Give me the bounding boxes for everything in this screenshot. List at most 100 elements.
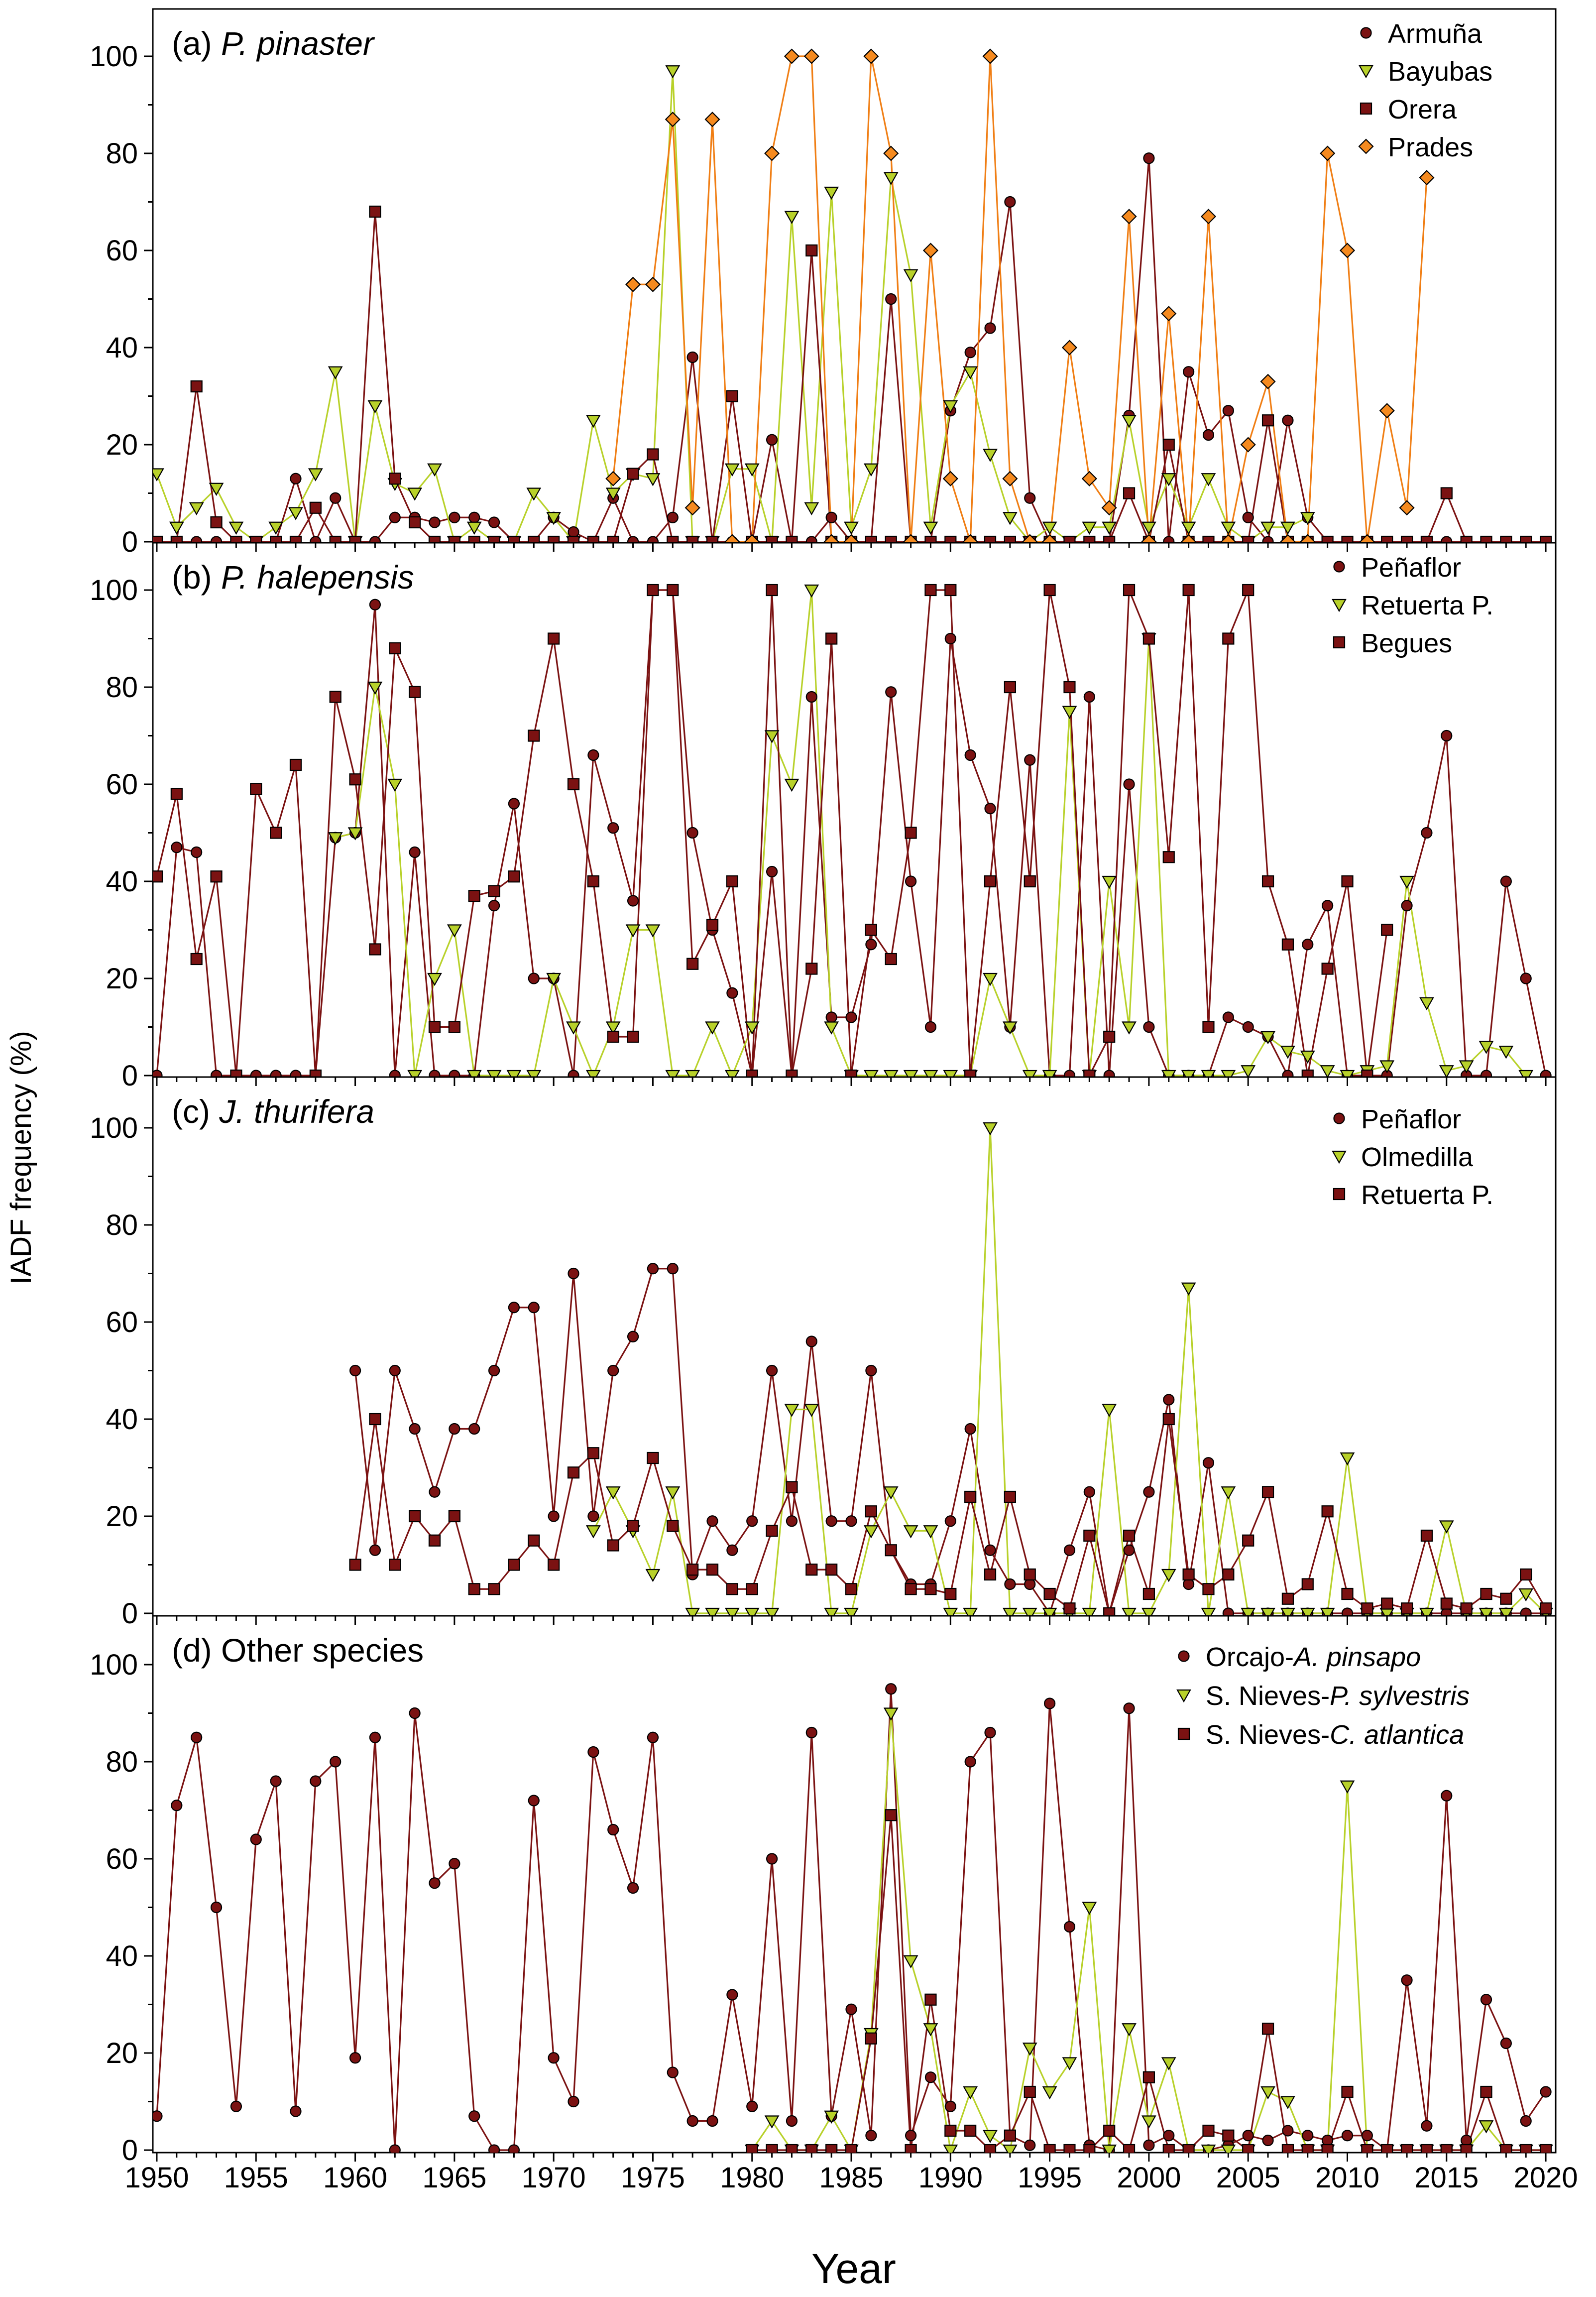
data-point-d-2 bbox=[1004, 2129, 1016, 2142]
data-point-c-2 bbox=[885, 1544, 897, 1557]
data-point-d-2 bbox=[766, 2144, 778, 2153]
data-point-c-1 bbox=[883, 1486, 899, 1500]
data-point-c-2 bbox=[1321, 1505, 1334, 1518]
data-point-c-1 bbox=[1241, 1607, 1256, 1616]
legend-marker-b-1 bbox=[1332, 599, 1347, 612]
data-point-b-2 bbox=[1182, 584, 1195, 597]
y-tick-label: 60 bbox=[106, 1843, 138, 1875]
data-point-a-2 bbox=[230, 535, 242, 543]
data-point-a-2 bbox=[885, 535, 897, 543]
data-point-b-2 bbox=[1063, 681, 1076, 694]
data-point-b-1 bbox=[1003, 1021, 1018, 1035]
data-point-a-3 bbox=[1061, 340, 1078, 356]
data-point-a-3 bbox=[625, 276, 641, 292]
data-point-a-2 bbox=[984, 535, 997, 543]
data-point-d-0 bbox=[845, 2003, 857, 2015]
data-point-b-2 bbox=[567, 778, 580, 791]
data-point-c-0 bbox=[528, 1302, 540, 1314]
data-point-c-0 bbox=[706, 1515, 718, 1527]
data-point-d-0 bbox=[627, 1882, 639, 1894]
data-point-a-3 bbox=[744, 534, 760, 543]
data-point-a-1 bbox=[228, 521, 244, 535]
data-point-d-0 bbox=[944, 2100, 956, 2112]
data-point-b-0 bbox=[210, 1070, 223, 1077]
data-point-b-2 bbox=[349, 773, 361, 786]
data-point-a-0 bbox=[468, 511, 480, 523]
legend-marker-d-1 bbox=[1176, 1689, 1191, 1703]
data-point-a-0 bbox=[488, 516, 500, 528]
data-point-d-2 bbox=[1222, 2129, 1235, 2142]
x-tick-label: 1960 bbox=[323, 2162, 387, 2194]
data-point-a-3 bbox=[645, 276, 661, 292]
data-point-a-0 bbox=[1004, 196, 1016, 208]
data-point-c-2 bbox=[686, 1564, 699, 1576]
data-point-a-2 bbox=[389, 473, 401, 485]
data-point-a-2 bbox=[627, 468, 639, 480]
data-point-a-1 bbox=[824, 186, 839, 200]
data-point-b-0 bbox=[290, 1070, 302, 1077]
data-point-a-0 bbox=[1441, 536, 1453, 543]
data-point-b-0 bbox=[389, 1070, 401, 1077]
data-point-c-1 bbox=[1003, 1607, 1018, 1616]
data-point-b-0 bbox=[488, 900, 500, 912]
data-point-d-2 bbox=[1400, 2144, 1413, 2153]
data-point-d-2 bbox=[825, 2144, 838, 2153]
data-point-b-2 bbox=[1202, 1021, 1215, 1033]
data-point-a-1 bbox=[903, 269, 918, 282]
data-point-d-2 bbox=[1043, 2144, 1056, 2153]
data-point-c-2 bbox=[1182, 1568, 1195, 1581]
data-point-b-0 bbox=[1083, 691, 1095, 703]
data-point-d-0 bbox=[488, 2144, 500, 2153]
data-point-c-0 bbox=[548, 1510, 560, 1522]
data-point-c-1 bbox=[983, 1122, 998, 1136]
data-point-c-1 bbox=[1122, 1607, 1137, 1616]
data-point-c-0 bbox=[805, 1335, 817, 1347]
data-point-a-3 bbox=[784, 48, 800, 64]
data-point-c-0 bbox=[429, 1486, 441, 1498]
data-point-a-3 bbox=[1260, 373, 1276, 389]
data-point-c-0 bbox=[766, 1364, 778, 1377]
data-point-a-3 bbox=[843, 534, 859, 543]
data-point-b-1 bbox=[1241, 1065, 1256, 1077]
panel-c-data bbox=[349, 1122, 1553, 1616]
data-point-a-2 bbox=[1261, 414, 1274, 427]
data-point-a-3 bbox=[1240, 437, 1256, 453]
data-point-d-1 bbox=[903, 1955, 918, 1968]
data-point-b-2 bbox=[726, 875, 738, 888]
data-point-b-0 bbox=[1063, 1070, 1076, 1077]
data-point-c-0 bbox=[1063, 1544, 1076, 1556]
data-point-a-0 bbox=[449, 511, 460, 523]
data-point-d-0 bbox=[230, 2100, 242, 2112]
x-axis-title: Year bbox=[811, 2245, 896, 2292]
data-point-b-1 bbox=[387, 778, 403, 792]
data-point-c-1 bbox=[1201, 1607, 1216, 1616]
data-point-b-2 bbox=[686, 958, 699, 970]
data-point-c-2 bbox=[1162, 1413, 1175, 1426]
data-point-a-3 bbox=[1419, 170, 1435, 186]
legend-marker-b-0 bbox=[1333, 561, 1345, 573]
panel-d-title: (d) Other species bbox=[172, 1632, 424, 1669]
data-point-b-1 bbox=[1439, 1065, 1454, 1077]
data-point-b-2 bbox=[548, 632, 560, 645]
data-point-c-1 bbox=[685, 1607, 700, 1616]
data-point-d-2 bbox=[746, 2144, 758, 2153]
data-point-c-2 bbox=[1202, 1583, 1215, 1595]
data-point-a-1 bbox=[1181, 521, 1196, 535]
data-point-d-2 bbox=[1301, 2144, 1314, 2153]
x-tick-label: 2010 bbox=[1315, 2162, 1379, 2194]
data-point-a-0 bbox=[290, 473, 302, 484]
data-point-a-0 bbox=[627, 536, 639, 543]
data-point-a-2 bbox=[1440, 487, 1453, 499]
data-point-c-0 bbox=[1163, 1394, 1175, 1406]
data-point-c-1 bbox=[1419, 1607, 1434, 1616]
data-point-b-2 bbox=[250, 783, 262, 795]
data-point-c-1 bbox=[943, 1607, 958, 1616]
series-line-b-1 bbox=[335, 589, 1527, 1077]
data-point-d-0 bbox=[330, 1756, 342, 1768]
y-tick-label: 100 bbox=[90, 1112, 138, 1144]
data-point-d-2 bbox=[1361, 2144, 1373, 2153]
data-point-d-0 bbox=[568, 2095, 579, 2108]
data-point-c-1 bbox=[844, 1607, 859, 1616]
data-point-c-2 bbox=[786, 1481, 798, 1493]
data-point-d-2 bbox=[1063, 2144, 1076, 2153]
